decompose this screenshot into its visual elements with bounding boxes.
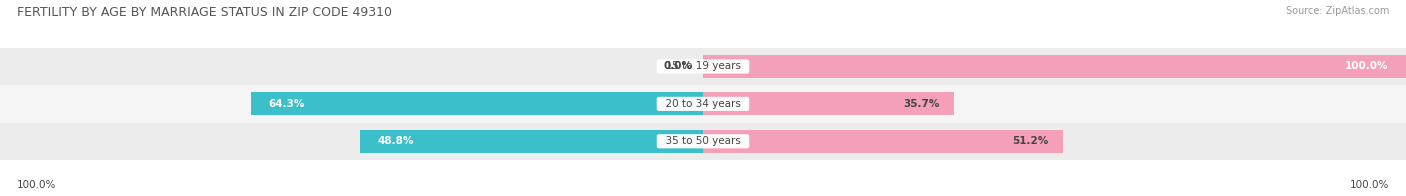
Text: 48.8%: 48.8% <box>377 136 413 146</box>
Text: 20 to 34 years: 20 to 34 years <box>659 99 747 109</box>
Text: Source: ZipAtlas.com: Source: ZipAtlas.com <box>1285 6 1389 16</box>
Text: FERTILITY BY AGE BY MARRIAGE STATUS IN ZIP CODE 49310: FERTILITY BY AGE BY MARRIAGE STATUS IN Z… <box>17 6 392 19</box>
Bar <box>252 92 703 115</box>
Text: 100.0%: 100.0% <box>1350 180 1389 190</box>
Text: 0.0%: 0.0% <box>664 62 693 72</box>
Bar <box>703 55 1406 78</box>
Text: 64.3%: 64.3% <box>269 99 305 109</box>
Bar <box>703 130 1063 153</box>
Bar <box>360 130 703 153</box>
Bar <box>703 92 953 115</box>
Bar <box>0 122 1406 160</box>
Text: 35 to 50 years: 35 to 50 years <box>659 136 747 146</box>
Text: 15 to 19 years: 15 to 19 years <box>659 62 747 72</box>
Bar <box>0 48 1406 85</box>
Text: 100.0%: 100.0% <box>17 180 56 190</box>
Text: 35.7%: 35.7% <box>904 99 941 109</box>
Text: 51.2%: 51.2% <box>1012 136 1049 146</box>
Bar <box>0 85 1406 122</box>
Text: 100.0%: 100.0% <box>1346 62 1389 72</box>
